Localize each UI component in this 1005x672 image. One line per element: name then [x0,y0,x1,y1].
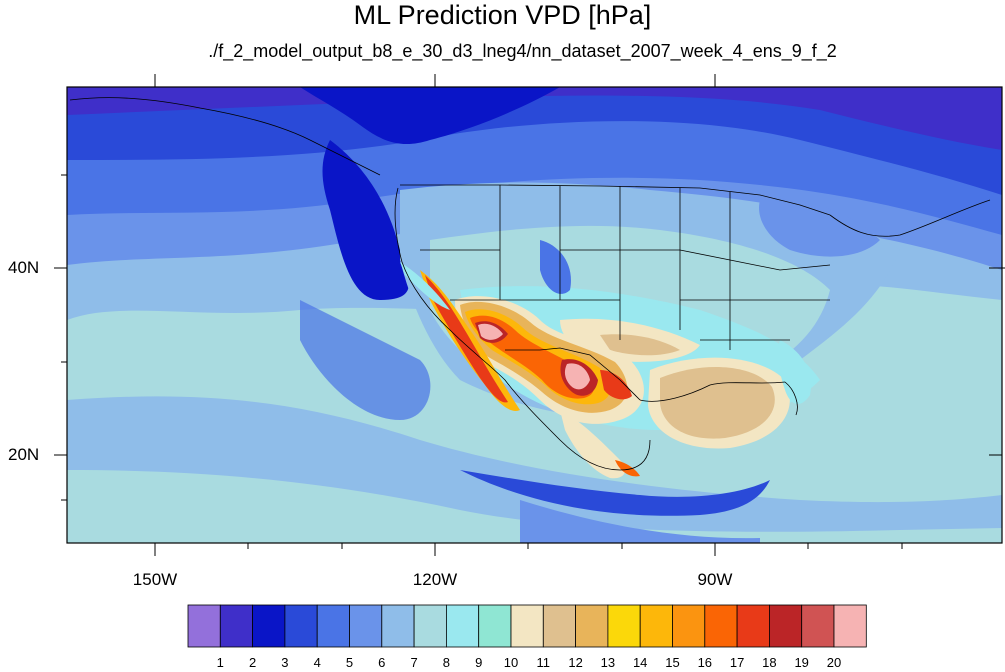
colorbar-label: 11 [536,655,551,670]
colorbar-swatch [704,604,738,648]
colorbar-label: 4 [313,655,321,670]
colorbar-label: 18 [762,655,777,670]
colorbar-label: 1 [216,655,224,670]
colorbar-swatch [316,604,350,648]
lon-label-150w: 150W [132,570,178,589]
colorbar-swatch [445,604,480,648]
lat-label-20n: 20N [8,445,40,464]
colorbar-swatch [252,604,286,648]
colorbar-swatch [672,604,706,648]
colorbar-label: 7 [410,655,418,670]
colorbar [187,604,867,648]
colorbar-label: 6 [378,655,386,670]
colorbar-label: 13 [600,655,616,670]
colorbar-label: 15 [665,655,680,670]
axis-ticks [54,74,1005,556]
colorbar-swatch [736,604,770,648]
colorbar-swatch [284,604,318,648]
colorbar-label: 17 [729,655,745,670]
colorbar-swatch [478,604,512,648]
lon-label-90w: 90W [697,570,733,589]
colorbar-label: 12 [568,655,583,670]
colorbar-swatch [833,604,867,648]
map-subtitle: ./f_2_model_output_b8_e_30_d3_lneg4/nn_d… [208,41,837,61]
lat-label-40n: 40N [8,258,40,277]
map-title: ML Prediction VPD [hPa] [353,0,652,30]
colorbar-label: 19 [794,655,809,670]
colorbar-label: 3 [281,655,289,670]
colorbar-swatch [769,604,803,648]
colorbar-swatch [413,604,447,648]
colorbar-label: 10 [503,655,519,670]
colorbar-swatch [607,604,641,648]
colorbar-label: 9 [475,655,483,670]
boundaries [69,97,991,471]
colorbar-label: 16 [697,655,713,670]
colorbar-swatch [542,604,576,648]
colorbar-label: 8 [442,655,450,670]
colorbar-swatch [575,604,609,648]
map-frame [66,86,1003,544]
colorbar-swatch [219,604,254,648]
colorbar-label: 5 [345,655,354,670]
map-field [67,87,1002,543]
colorbar-swatch [349,604,383,648]
colorbar-swatch [187,604,221,648]
colorbar-swatch [801,604,835,648]
colorbar-label: 14 [632,655,648,670]
lon-label-120w: 120W [412,570,458,589]
colorbar-label: 20 [826,655,842,670]
colorbar-swatch [639,604,673,648]
colorbar-label: 2 [248,655,257,670]
colorbar-swatch [510,604,544,648]
colorbar-swatch [381,604,415,648]
